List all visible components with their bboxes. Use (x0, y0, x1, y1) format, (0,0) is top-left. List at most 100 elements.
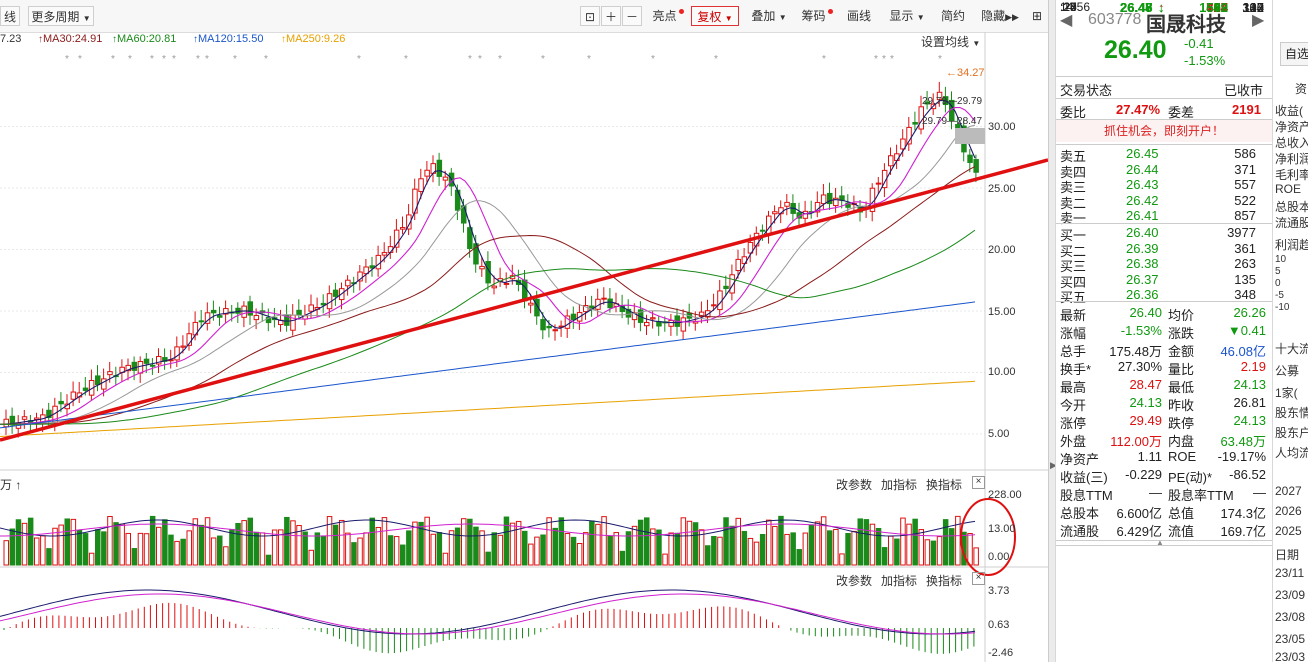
tick-price: 26.47 (1120, 0, 1153, 15)
display-button[interactable]: 显示 ▼ (889, 9, 925, 23)
close-icon[interactable]: × (972, 476, 985, 489)
bids-row[interactable]: 买四 26.37 135 (1056, 272, 1266, 290)
bids-row[interactable]: 买五 26.36 348 (1056, 287, 1266, 305)
adjust-button[interactable]: 复权 ▼ (691, 6, 739, 26)
volume-bar (454, 527, 461, 566)
more-period-dropdown[interactable]: 更多周期 ▼ (28, 6, 94, 26)
candle-body (479, 265, 485, 270)
volume-bar (485, 551, 491, 566)
volume-bar (162, 519, 168, 566)
svg-text:*: * (162, 54, 166, 65)
volume-add-indicator-button[interactable]: 加指标 (881, 478, 918, 492)
svg-text:*: * (78, 54, 82, 65)
volume-bar (863, 519, 870, 566)
candle-body (650, 317, 656, 320)
high-annotation: ←34.27 (946, 67, 985, 79)
volume-tick: 228.00 (988, 489, 1022, 501)
chevron-down-icon: ▼ (82, 14, 91, 23)
stat-value: 27.30% (1117, 359, 1162, 374)
svg-text:*: * (172, 54, 176, 65)
candle-body (241, 305, 247, 318)
collapse-up-icon[interactable]: ▲ (1156, 538, 1164, 547)
level-price: 26.43 (1126, 177, 1159, 192)
stat-row: 涨停 29.49 跌停 24.13 (1056, 413, 1266, 431)
stat-label: 外盘 (1060, 434, 1087, 449)
fundamental-label: 总股本 (1275, 200, 1308, 214)
fundamental-label: 2025 (1275, 524, 1302, 538)
candle-body (131, 361, 138, 371)
hide-button[interactable]: 隐藏▶▶ (981, 9, 1019, 23)
volume-bar (857, 518, 863, 566)
volume-bar (833, 529, 839, 566)
asks-row[interactable]: 卖四 26.44 371 (1056, 162, 1266, 180)
volume-switch-indicator-button[interactable]: 换指标 (926, 478, 963, 492)
volume-bar (284, 516, 290, 566)
volume-bar (900, 517, 906, 566)
tick-arrow-icon: ↓ (1158, 0, 1165, 15)
asks-row[interactable]: 卖五 26.45 586 (1056, 146, 1266, 164)
volume-bar (46, 548, 52, 566)
stat-value: 63.48万 (1220, 434, 1266, 449)
highlight-button[interactable]: 亮点 (648, 6, 688, 26)
level-volume: 348 (1234, 287, 1256, 302)
volume-bar (705, 545, 711, 566)
asks-row[interactable]: 卖一 26.41 857 (1056, 208, 1266, 226)
stat-value: 169.7亿 (1220, 524, 1266, 539)
asks-row[interactable]: 卖二 26.42 522 (1056, 193, 1266, 211)
asks-row[interactable]: 卖三 26.43 557 (1056, 177, 1266, 195)
volume-bar (271, 529, 278, 566)
draw-line-button[interactable]: 画线 (846, 9, 871, 23)
add-favorite-button[interactable]: 自选 (1280, 42, 1308, 66)
volume-bar (668, 532, 674, 566)
price-tick: 10.00 (988, 366, 1016, 378)
volume-bar (918, 529, 924, 566)
candle-body (729, 274, 735, 294)
volume-bar (314, 532, 321, 566)
fundamental-label: 收益( (1275, 104, 1303, 118)
tick-volume: 824 (1206, 0, 1228, 15)
volume-bar (64, 518, 70, 566)
volume-change-params-button[interactable]: 改参数 (836, 478, 873, 492)
minus-icon[interactable]: － (622, 6, 642, 26)
svg-text:*: * (264, 54, 268, 65)
period-tab[interactable]: 线 (0, 6, 20, 26)
ma-settings-button[interactable]: 设置均线 ▼ (921, 35, 981, 49)
stat-label: 总股本 (1060, 506, 1100, 521)
volume-bar (680, 517, 687, 566)
plus-icon[interactable]: ＋ (601, 6, 621, 26)
simple-button[interactable]: 简约 (940, 9, 965, 23)
macd-change-params-button[interactable]: 改参数 (836, 574, 873, 588)
next-stock-icon[interactable]: ▶ (1252, 12, 1265, 29)
level-label: 卖二 (1060, 195, 1087, 211)
bids-row[interactable]: 买二 26.39 361 (1056, 241, 1266, 259)
bids-row[interactable]: 买一 26.40 3977 (1056, 225, 1266, 243)
volume-bar (698, 529, 705, 566)
collapse-right-icon[interactable]: ⊞ (1031, 9, 1043, 23)
kline-chart[interactable]: * * * * * * * * * * * * * * * * * * * * * * * * * (0, 0, 1048, 662)
overlay-button[interactable]: 叠加 ▼ (751, 9, 787, 23)
volume-bar (369, 517, 375, 566)
volume-bar (802, 532, 809, 566)
macd-switch-indicator-button[interactable]: 换指标 (926, 574, 963, 588)
ma-legend-item: ↑MA120:15.50 (193, 33, 264, 45)
close-icon[interactable]: × (972, 572, 985, 585)
volume-bar (845, 533, 851, 566)
level-volume: 586 (1234, 146, 1256, 161)
prev-stock-icon[interactable]: ◀ (1060, 12, 1073, 29)
stat-label: 换手* (1060, 362, 1092, 377)
tick-arrow-icon: ↑ (1158, 0, 1165, 15)
promo-banner[interactable]: 抓住机会，即刻开户！ (1056, 120, 1272, 142)
tick-row: :26 26.45 ↓ 592 102 (1056, 0, 1266, 15)
lock-icon[interactable]: ⊡ (580, 6, 600, 26)
svg-text:*: * (651, 54, 655, 65)
tick-row: 14:56 26.48 ↑ 459 112 (1056, 0, 1266, 15)
bids-row[interactable]: 买三 26.38 263 (1056, 256, 1266, 274)
panel-splitter[interactable]: ▶ (1048, 0, 1057, 662)
volume-bar (631, 525, 638, 566)
macd-add-indicator-button[interactable]: 加指标 (881, 574, 918, 588)
volume-bar (955, 515, 961, 566)
chips-button[interactable]: 筹码 (796, 6, 838, 26)
price-change-pct: -1.53% (1184, 53, 1226, 68)
tick-row: :23 26.46 ↓ 542 124 (1056, 0, 1266, 15)
stat-row: 最新 26.40 均价 26.26 (1056, 305, 1266, 323)
